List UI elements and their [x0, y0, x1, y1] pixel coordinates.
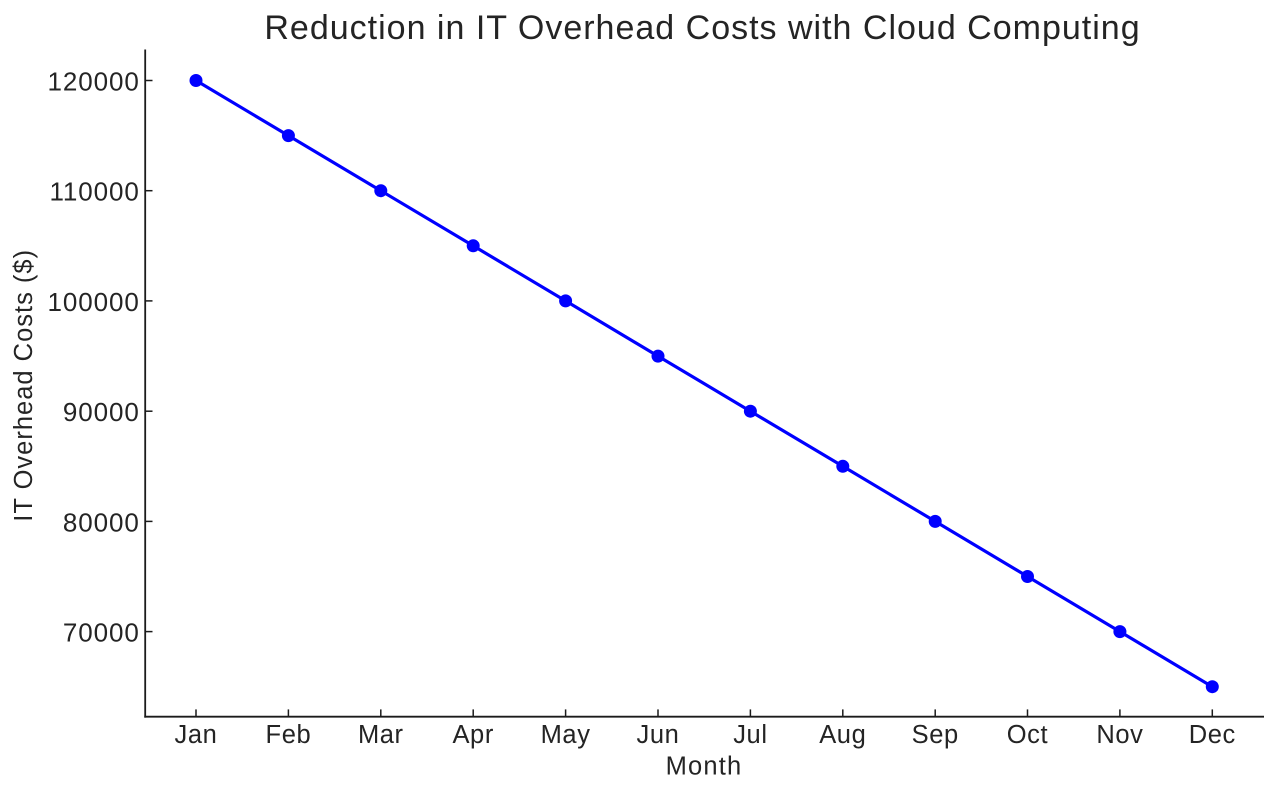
svg-text:Reduction in IT Overhead Costs: Reduction in IT Overhead Costs with Clou…	[264, 9, 1140, 47]
svg-text:Feb: Feb	[266, 721, 312, 749]
svg-text:Jul: Jul	[733, 721, 767, 749]
svg-text:Sep: Sep	[912, 721, 959, 749]
svg-text:Oct: Oct	[1007, 721, 1048, 749]
svg-text:110000: 110000	[49, 177, 139, 207]
svg-text:May: May	[541, 721, 591, 749]
svg-text:Month: Month	[666, 753, 743, 781]
svg-text:Apr: Apr	[452, 721, 493, 749]
svg-text:IT Overhead Costs ($): IT Overhead Costs ($)	[10, 249, 38, 522]
svg-text:70000: 70000	[63, 618, 140, 648]
svg-text:Dec: Dec	[1189, 721, 1236, 749]
svg-text:Nov: Nov	[1096, 721, 1143, 749]
svg-text:Jan: Jan	[175, 721, 218, 749]
svg-text:100000: 100000	[48, 287, 140, 317]
svg-text:120000: 120000	[48, 67, 140, 97]
svg-text:Aug: Aug	[819, 721, 866, 749]
svg-text:80000: 80000	[63, 507, 140, 537]
svg-text:Jun: Jun	[637, 721, 680, 749]
svg-text:90000: 90000	[63, 397, 140, 427]
svg-text:Mar: Mar	[358, 721, 404, 749]
